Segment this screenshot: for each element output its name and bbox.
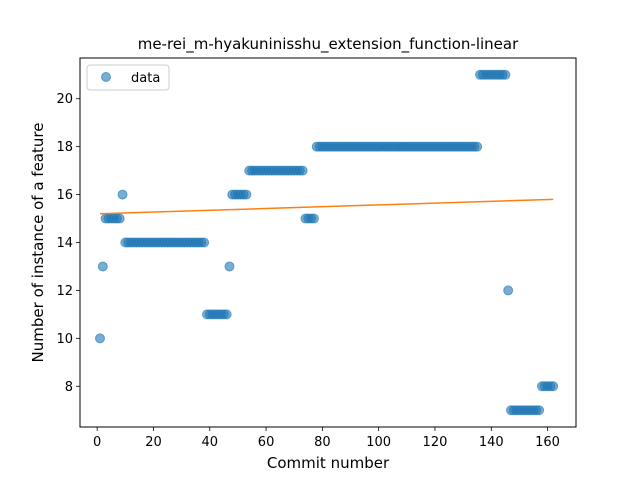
data-point xyxy=(199,237,210,248)
x-tick-label: 140 xyxy=(479,435,504,450)
data-point xyxy=(241,189,252,200)
data-point xyxy=(297,165,308,176)
x-tick-label: 80 xyxy=(314,435,331,450)
data-point xyxy=(308,213,319,224)
y-tick-label: 16 xyxy=(56,188,73,203)
data-point xyxy=(534,405,545,416)
y-tick-label: 20 xyxy=(56,92,73,107)
y-axis-label: Number of instance of a feature xyxy=(29,123,47,363)
chart-title: me-rei_m-hyakuninisshu_extension_functio… xyxy=(138,35,519,54)
y-tick-label: 18 xyxy=(56,140,73,155)
legend-marker xyxy=(101,72,111,82)
data-point xyxy=(117,189,128,200)
y-axis-ticks: 8 10 12 14 16 18 20 xyxy=(56,92,80,395)
legend-label: data xyxy=(131,71,160,86)
fit-line-group xyxy=(99,198,554,215)
data-point xyxy=(548,381,559,392)
data-point xyxy=(503,285,514,296)
x-tick-label: 20 xyxy=(145,435,162,450)
data-point xyxy=(224,261,235,272)
x-tick-label: 100 xyxy=(366,435,391,450)
data-point xyxy=(114,213,125,224)
x-axis-ticks: 0 20 40 60 80 100 120 140 160 xyxy=(93,427,560,450)
x-tick-label: 60 xyxy=(258,435,275,450)
data-point xyxy=(97,261,108,272)
x-tick-label: 0 xyxy=(93,435,101,450)
scatter-points xyxy=(94,69,559,416)
data-point xyxy=(500,69,511,80)
y-tick-label: 14 xyxy=(56,236,73,251)
x-tick-label: 160 xyxy=(535,435,560,450)
y-tick-label: 10 xyxy=(56,332,73,347)
y-tick-label: 8 xyxy=(65,380,73,395)
data-point xyxy=(221,309,232,320)
fit-line xyxy=(99,198,554,215)
data-point xyxy=(94,333,105,344)
legend: data xyxy=(86,64,170,91)
x-tick-label: 40 xyxy=(201,435,218,450)
y-tick-label: 12 xyxy=(56,284,73,299)
x-tick-label: 120 xyxy=(423,435,448,450)
legend-box xyxy=(86,64,170,91)
data-point xyxy=(472,141,483,152)
x-axis-label: Commit number xyxy=(267,454,390,472)
